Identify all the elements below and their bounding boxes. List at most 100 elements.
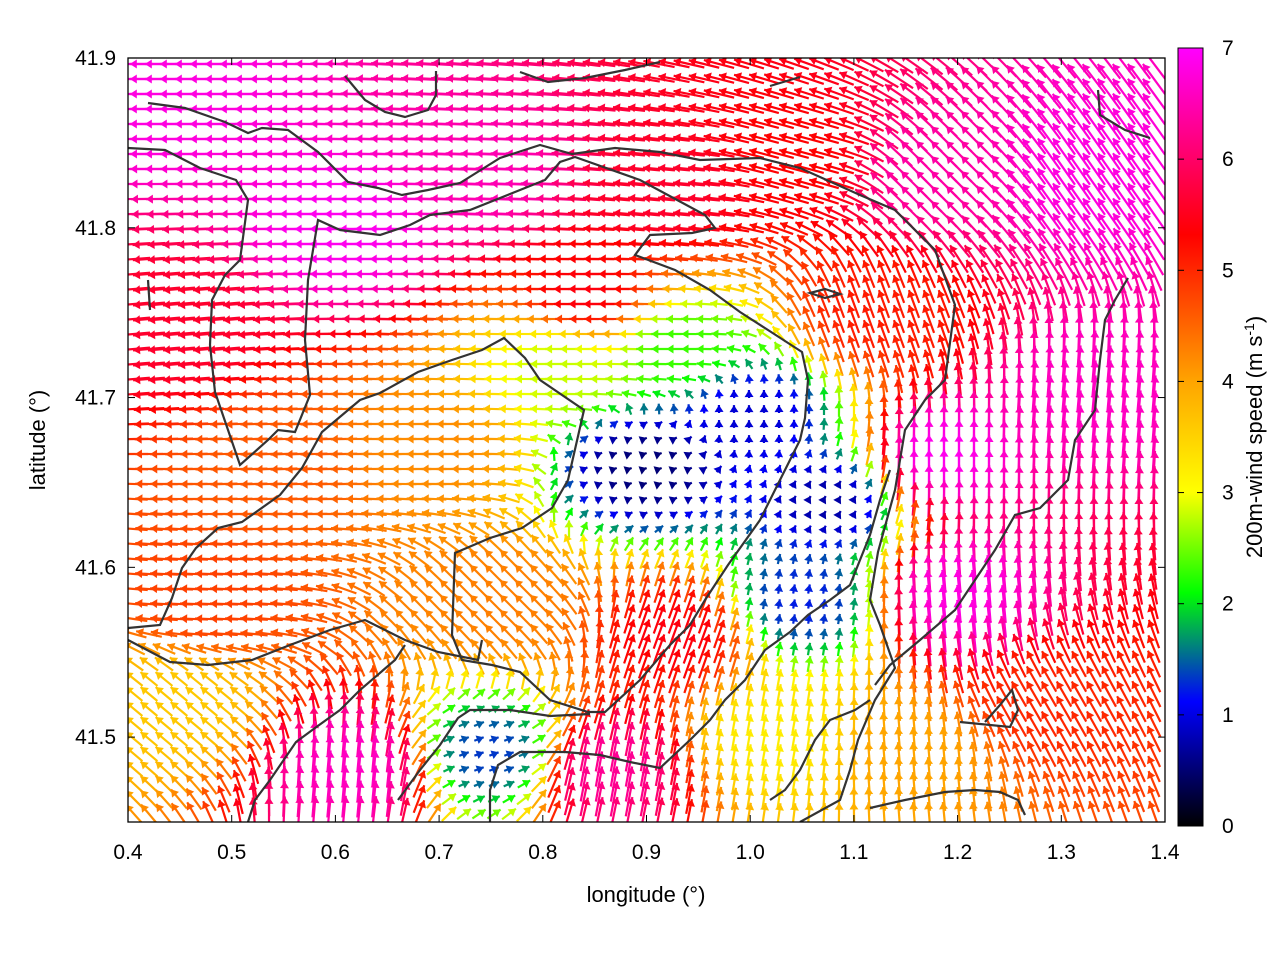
wind-arrow <box>834 628 844 640</box>
wind-arrow <box>658 103 690 113</box>
wind-arrow <box>803 480 812 490</box>
wind-arrow <box>295 796 305 822</box>
wind-arrow <box>530 775 548 793</box>
wind-arrow <box>623 496 633 505</box>
wind-arrow <box>427 685 441 703</box>
wind-arrow <box>579 509 589 519</box>
wind-arrow <box>638 451 648 460</box>
wind-arrow <box>778 102 810 115</box>
wind-arrow <box>1131 619 1146 649</box>
wind-arrow <box>684 388 694 400</box>
wind-arrow <box>458 735 470 744</box>
wind-arrow <box>638 466 648 475</box>
wind-arrow <box>753 281 775 297</box>
wind-arrow <box>990 79 1018 109</box>
wind-arrow <box>744 405 754 413</box>
wind-arrow <box>652 389 666 399</box>
wind-arrow <box>824 206 854 222</box>
wind-arrow <box>658 88 690 98</box>
wind-arrow <box>566 118 602 128</box>
wind-arrow <box>620 374 638 384</box>
wind-arrow <box>808 132 840 145</box>
wind-arrow <box>624 420 634 430</box>
wind-arrow <box>651 329 667 339</box>
wind-arrow <box>580 521 589 537</box>
wind-arrow <box>744 597 754 611</box>
wind-arrow <box>546 715 562 733</box>
wind-arrow <box>1051 63 1077 95</box>
wind-arrow <box>1096 78 1122 110</box>
wind-arrow <box>639 524 649 534</box>
wind-arrow <box>414 799 426 822</box>
wind-arrow <box>627 133 661 143</box>
wind-arrow <box>608 436 618 445</box>
wind-arrow <box>1102 58 1122 80</box>
wind-arrow <box>793 147 825 160</box>
x-tick-label: 0.7 <box>424 841 453 864</box>
wind-arrow <box>714 509 723 519</box>
wind-arrow <box>669 403 679 415</box>
wind-arrow <box>513 463 535 473</box>
wind-arrow <box>1021 93 1047 125</box>
wind-arrow <box>763 102 795 115</box>
wind-arrow <box>726 329 742 339</box>
wind-arrow <box>759 405 769 413</box>
wind-arrow <box>833 495 842 505</box>
wind-arrow <box>680 299 698 309</box>
wind-arrow <box>818 510 827 520</box>
wind-arrow <box>899 68 929 90</box>
wind-arrow <box>711 359 727 369</box>
wind-arrow <box>199 686 219 702</box>
wind-arrow <box>770 294 788 314</box>
wind-arrow <box>564 432 574 446</box>
wind-arrow <box>1006 109 1032 139</box>
wind-arrow <box>1036 122 1062 156</box>
wind-arrow <box>564 449 574 459</box>
wind-arrow <box>789 419 799 429</box>
wind-arrow <box>575 374 593 384</box>
wind-arrow <box>838 101 870 116</box>
wind-arrow <box>884 98 914 120</box>
wind-arrow <box>513 434 535 444</box>
wind-arrow <box>169 686 189 702</box>
wind-arrow <box>1072 58 1092 80</box>
wind-arrow <box>789 434 799 444</box>
wind-arrow <box>184 745 204 763</box>
wind-arrow <box>793 87 825 100</box>
wind-arrow <box>808 147 840 160</box>
wind-arrow <box>442 779 456 789</box>
wind-arrow <box>653 420 663 430</box>
wind-arrow <box>531 462 547 476</box>
wind-arrow <box>1097 122 1121 156</box>
wind-arrow <box>638 481 648 490</box>
wind-arrow <box>472 795 486 804</box>
wind-arrow <box>547 784 562 814</box>
wind-arrow <box>155 803 172 822</box>
wind-arrow <box>1142 107 1165 141</box>
wind-arrow <box>729 389 739 399</box>
wind-arrow <box>184 686 204 702</box>
wind-arrow <box>683 451 693 460</box>
wind-arrow <box>789 373 799 385</box>
wind-arrow <box>869 114 899 134</box>
wind-arrow <box>1067 107 1091 141</box>
wind-arrow <box>411 714 427 734</box>
wind-arrow <box>727 359 741 369</box>
wind-arrow <box>597 73 631 83</box>
wind-arrow <box>688 87 720 99</box>
y-tick-label: 41.7 <box>75 387 116 410</box>
wind-arrow <box>823 58 855 72</box>
x-tick-label: 0.9 <box>632 841 661 864</box>
wind-arrow <box>759 553 769 565</box>
wind-arrow <box>488 720 500 729</box>
wind-arrow <box>551 103 587 113</box>
wind-arrow <box>899 82 929 106</box>
wind-arrow <box>696 359 712 369</box>
wind-arrow <box>1127 92 1151 126</box>
wind-arrow <box>638 421 648 430</box>
wind-arrow <box>1118 58 1137 80</box>
wind-arrow <box>442 765 456 774</box>
wind-arrow <box>729 509 738 519</box>
wind-arrow <box>594 496 603 505</box>
wind-arrow <box>714 523 723 535</box>
